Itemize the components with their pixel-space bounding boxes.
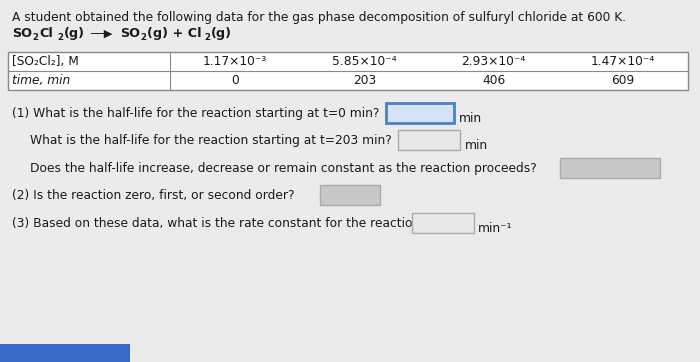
Text: Cl: Cl — [39, 27, 53, 40]
Text: What is the half-life for the reaction starting at t=203 min?: What is the half-life for the reaction s… — [30, 134, 392, 147]
Text: A student obtained the following data for the gas phase decomposition of sulfury: A student obtained the following data fo… — [12, 11, 626, 24]
Text: 406: 406 — [482, 74, 505, 87]
Text: SO: SO — [120, 27, 140, 40]
Text: 5.85×10⁻⁴: 5.85×10⁻⁴ — [332, 55, 397, 68]
Bar — [320, 185, 380, 205]
Text: 0: 0 — [231, 74, 239, 87]
Text: 2: 2 — [204, 33, 210, 42]
Text: 2: 2 — [32, 33, 38, 42]
Text: (g) + Cl: (g) + Cl — [147, 27, 202, 40]
Text: 609: 609 — [612, 74, 635, 87]
Bar — [8, 52, 688, 90]
Text: ◆: ◆ — [368, 194, 374, 203]
Text: [SO₂Cl₂], M: [SO₂Cl₂], M — [12, 55, 79, 68]
Text: min: min — [459, 112, 482, 125]
Text: (2) Is the reaction zero, first, or second order?: (2) Is the reaction zero, first, or seco… — [12, 189, 295, 202]
Text: min⁻¹: min⁻¹ — [478, 222, 512, 235]
Text: (3) Based on these data, what is the rate constant for the reaction?: (3) Based on these data, what is the rat… — [12, 217, 427, 230]
Text: SO: SO — [12, 27, 32, 40]
Text: ──▶: ──▶ — [90, 29, 113, 39]
Text: (g): (g) — [211, 27, 232, 40]
Text: 1.47×10⁻⁴: 1.47×10⁻⁴ — [591, 55, 655, 68]
Text: 2.93×10⁻⁴: 2.93×10⁻⁴ — [461, 55, 526, 68]
Text: (1) What is the half-life for the reaction starting at t=0 min?: (1) What is the half-life for the reacti… — [12, 107, 379, 120]
Bar — [386, 103, 454, 123]
Text: ◆: ◆ — [648, 167, 654, 176]
Text: (g): (g) — [64, 27, 85, 40]
Text: time, min: time, min — [12, 74, 70, 87]
Bar — [398, 130, 460, 150]
Bar — [560, 158, 660, 178]
Bar — [0, 344, 130, 362]
Text: min: min — [465, 139, 488, 152]
Text: Does the half-life increase, decrease or remain constant as the reaction proceed: Does the half-life increase, decrease or… — [30, 162, 537, 175]
Text: 2: 2 — [140, 33, 146, 42]
Text: 203: 203 — [353, 74, 376, 87]
Text: 1.17×10⁻³: 1.17×10⁻³ — [202, 55, 267, 68]
Bar — [412, 213, 474, 233]
Text: 2: 2 — [57, 33, 63, 42]
